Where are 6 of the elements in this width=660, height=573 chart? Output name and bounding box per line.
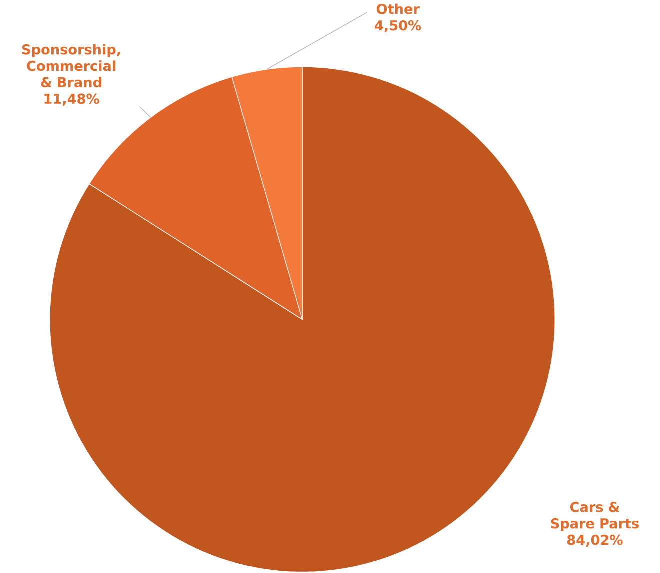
slice-label: Cars & Spare Parts <box>551 502 639 532</box>
slice-label: Sponsorship, Commercial & Brand <box>22 44 120 88</box>
data-label: 11,48% <box>44 94 100 106</box>
data-label: 84,02% <box>567 535 623 548</box>
slice-label: Other <box>376 4 420 15</box>
data-label: 4,50% <box>375 20 422 33</box>
